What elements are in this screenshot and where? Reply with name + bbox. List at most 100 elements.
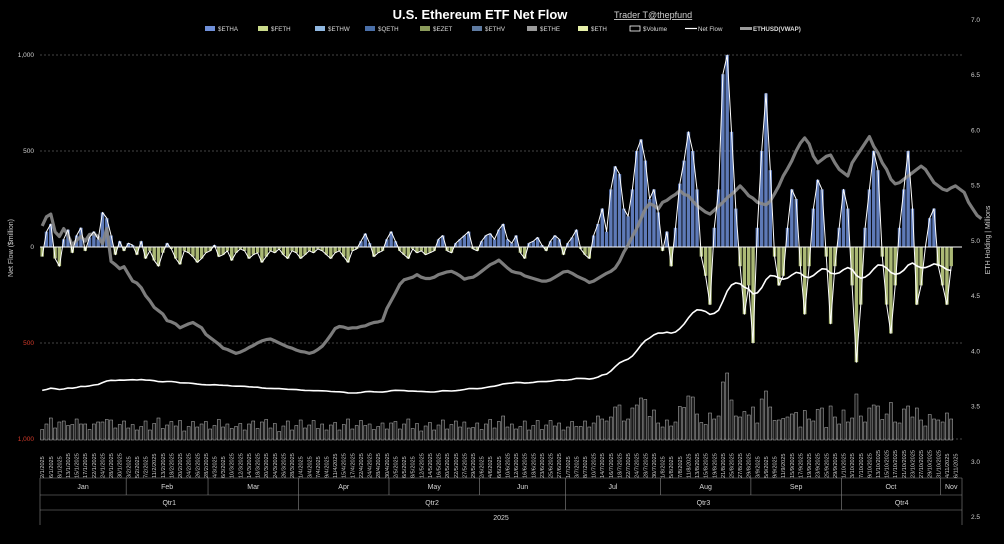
volume-bar <box>910 416 915 441</box>
date-tick-label: 13/2/2025 <box>161 453 167 478</box>
volume-bar <box>669 425 673 441</box>
flow-bar <box>161 247 165 253</box>
eth-holding-line <box>42 262 952 394</box>
flow-bar <box>333 247 337 253</box>
flow-bar <box>617 174 622 247</box>
volume-bar <box>518 426 523 441</box>
month-label: Mar <box>247 484 260 491</box>
date-tick-label: 13/1/2025 <box>66 453 72 478</box>
flow-bar <box>734 208 738 247</box>
legend-label: $ETHW <box>328 26 350 33</box>
volume-bar <box>238 423 243 441</box>
flow-bar <box>897 227 902 247</box>
volume-bar <box>777 419 781 441</box>
legend-swatch <box>629 25 641 32</box>
volume-bar <box>57 421 62 441</box>
volume-bar <box>419 430 424 441</box>
x-axis: 2/1/2025 6/1/2025 8/1/2025 13/1/2025 15/1/20… <box>39 450 963 525</box>
volume-bar <box>678 406 682 441</box>
volume-bar <box>630 407 635 441</box>
volume-bar <box>130 424 135 441</box>
date-tick-label: 24/4/2025 <box>368 453 374 478</box>
date-tick-label: 24/1/2025 <box>101 453 107 478</box>
date-tick-label: 4/6/2025 <box>488 456 494 478</box>
flow-bar <box>514 235 518 247</box>
flow-bar <box>867 189 872 247</box>
volume-bar <box>871 404 876 441</box>
flow-bar <box>389 231 393 247</box>
volume-bar <box>613 406 617 441</box>
volume-bar <box>643 399 648 441</box>
volume-bar <box>596 415 600 441</box>
flow-bar <box>307 247 311 251</box>
volume-bar <box>79 423 83 441</box>
date-tick-label: 16/5/2025 <box>437 453 443 478</box>
volume-bar <box>807 418 811 441</box>
month-label: Jan <box>77 484 88 491</box>
flow-bar <box>906 151 910 247</box>
date-tick-label: 26/3/2025 <box>281 453 287 478</box>
volume-bar <box>850 417 854 441</box>
flow-bar <box>298 247 303 259</box>
flow-bar <box>609 189 613 247</box>
volume-bar <box>544 424 548 441</box>
volume-bar <box>617 404 622 441</box>
volume-bar <box>561 429 566 441</box>
volume-bar <box>247 423 251 441</box>
flow-bar <box>768 170 772 247</box>
volume-bar <box>182 430 187 441</box>
flow-bar <box>613 166 617 247</box>
volume-bar <box>117 424 122 441</box>
volume-bar <box>794 412 798 441</box>
volume-bar <box>906 405 910 441</box>
flow-bar <box>510 243 514 247</box>
date-tick-label: 6/6/2025 <box>497 456 503 478</box>
flow-bar <box>242 247 247 251</box>
volume-bar <box>540 429 544 441</box>
date-tick-label: 30/4/2025 <box>385 453 391 478</box>
flow-bar <box>126 243 131 247</box>
flow-bar <box>747 247 751 286</box>
flow-bar <box>53 247 57 259</box>
volume-bar <box>410 428 415 441</box>
volume-bar <box>790 413 794 441</box>
flow-bar <box>57 247 62 267</box>
date-tick-label: 4/11/2025 <box>945 454 951 478</box>
flow-bar <box>117 241 122 247</box>
flow-bar <box>191 247 195 257</box>
series-lines <box>40 54 983 394</box>
flow-bar <box>337 247 342 251</box>
flow-bar <box>359 241 363 247</box>
volume-bar <box>841 409 846 441</box>
credit-link[interactable]: Trader T@thepfund <box>614 10 692 20</box>
flow-bar <box>61 239 66 247</box>
flow-bar <box>854 247 859 363</box>
date-tick-label: 29/9/2025 <box>833 453 839 478</box>
date-tick-label: 22/4/2025 <box>359 453 365 478</box>
volume-bar <box>221 426 225 441</box>
date-tick-label: 2/1/2025 <box>40 456 46 478</box>
volume-bar <box>307 424 312 441</box>
flow-bar <box>475 247 480 251</box>
flow-bar <box>454 243 458 247</box>
flow-bar <box>708 247 712 305</box>
flow-bar <box>759 151 764 247</box>
volume-bars <box>40 372 953 441</box>
date-tick-label: 31/10/2025 <box>936 450 942 478</box>
legend-label: Net Flow <box>698 26 723 33</box>
flow-bar <box>428 247 432 253</box>
volume-bar <box>217 419 221 441</box>
volume-bar <box>557 422 561 441</box>
flow-bar <box>311 247 316 253</box>
net-flow-line <box>41 54 952 363</box>
volume-bar <box>949 418 953 441</box>
flow-bar <box>156 247 161 267</box>
date-tick-label: 23/10/2025 <box>911 450 917 478</box>
volume-bar <box>423 425 428 441</box>
volume-bar <box>811 420 816 441</box>
volume-bar <box>665 419 669 441</box>
flow-bar <box>695 189 699 247</box>
date-tick-label: 3/7/2025 <box>574 456 580 478</box>
flow-bar <box>828 247 833 324</box>
date-tick-label: 7/4/2025 <box>316 456 322 478</box>
